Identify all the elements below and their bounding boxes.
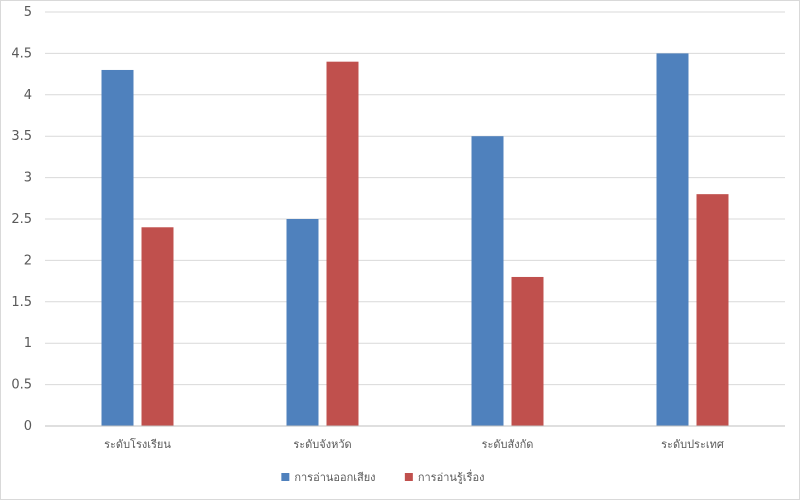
legend: การอ่านออกเสียง การอ่านรู้เรื่อง [281, 469, 484, 484]
bar-1-4 [656, 53, 689, 427]
y-tick-label: 4 [24, 88, 32, 103]
y-tick-label: 5 [24, 5, 32, 20]
legend-swatch [404, 473, 413, 481]
bar-2-1 [141, 227, 174, 426]
bar-1-1 [101, 69, 134, 427]
legend-label: การอ่านรู้เรื่อง [418, 469, 485, 484]
x-tick-label: ระดับจังหวัด [293, 438, 351, 451]
y-tick-label: 1 [24, 336, 32, 351]
y-tick-label: 2 [24, 253, 32, 268]
y-tick-label: 4.5 [11, 46, 32, 61]
y-tick-label: 0 [24, 419, 32, 434]
bar-1-2 [286, 219, 319, 426]
y-tick-label: 3 [24, 171, 32, 186]
bar-2-4 [696, 194, 729, 426]
y-axis: 0 0.5 1 1.5 2 2.5 3 3.5 4 4.5 5 [11, 5, 32, 434]
bar-2-3 [511, 276, 544, 426]
x-tick-label: ระดับประเทศ [661, 438, 724, 451]
bar-1-3 [471, 136, 504, 426]
y-tick-label: 0.5 [11, 378, 32, 393]
y-tick-label: 1.5 [11, 295, 32, 310]
x-axis: ระดับโรงเรียน ระดับจังหวัด ระดับสังกัด ระดั… [45, 425, 785, 451]
x-tick-label: ระดับสังกัด [482, 438, 534, 451]
legend-swatch [281, 473, 290, 481]
x-tick-label: ระดับโรงเรียน [104, 437, 171, 451]
y-tick-label: 2.5 [11, 212, 32, 227]
bar-2-2 [326, 61, 359, 427]
bars [101, 53, 729, 427]
legend-label: การอ่านออกเสียง [294, 471, 375, 484]
y-tick-label: 3.5 [11, 129, 32, 144]
